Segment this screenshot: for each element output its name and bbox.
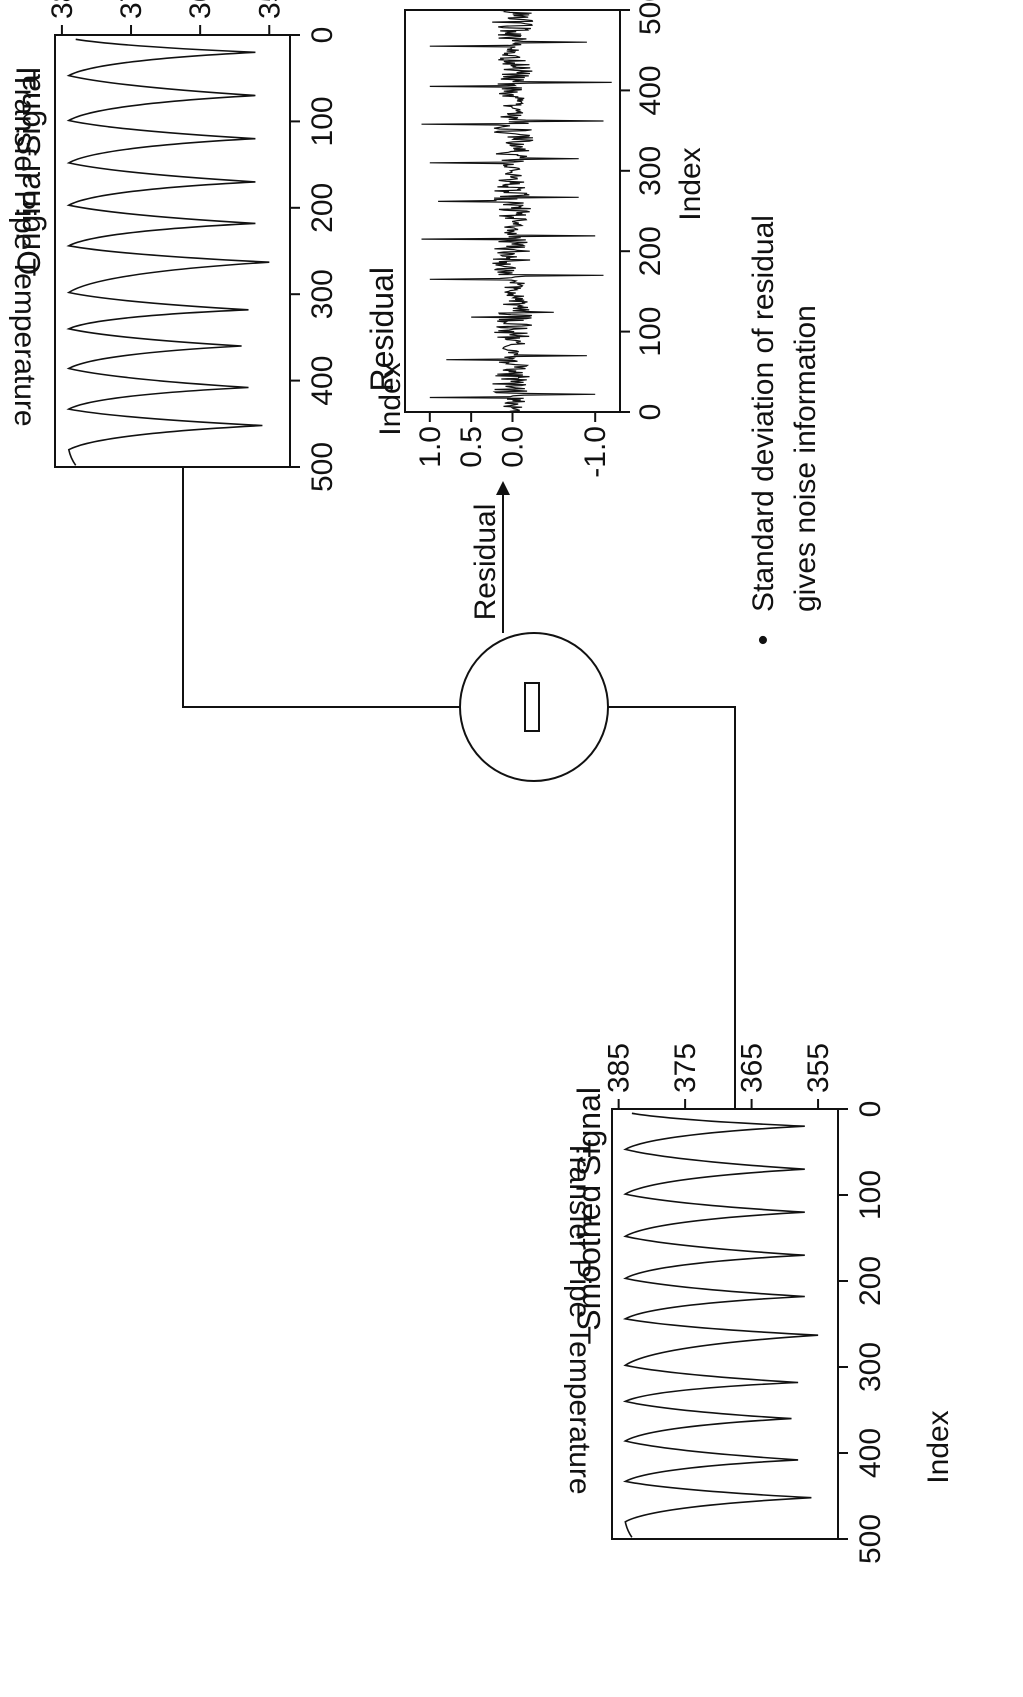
residual-y-axis: 1.00.5 0.0 -1.0 [414, 412, 612, 478]
smoothed-x-tick-label: 200 [854, 1256, 887, 1306]
residual-x-label: Index [674, 147, 707, 220]
residual-arrowhead [496, 481, 510, 495]
subtract-node [460, 633, 608, 781]
smoothed-y-tick-label: 375 [669, 1043, 702, 1093]
original-signal-line [69, 39, 269, 465]
smoothed-to-subtract-line [572, 707, 735, 1109]
residual-arrow-label: Residual [469, 504, 502, 621]
original-y-tick-label: 355 [253, 0, 286, 19]
smoothed-x-tick-label: 300 [854, 1342, 887, 1392]
residual-x-tick-label: 500 [634, 0, 667, 35]
residual-x-axis: 0 100 200 300 400 500 [620, 0, 667, 420]
smoothed-x-label: Index [922, 1410, 955, 1483]
smoothed-y-label: Transfer Pipe Temperature [563, 1139, 596, 1494]
residual-x-tick-label: 100 [634, 307, 667, 357]
residual-signal-line [422, 10, 612, 412]
original-y-label: Transfer Pipe Temperature [8, 71, 41, 426]
residual-x-tick-label: 0 [634, 404, 667, 421]
smoothed-y-tick-label: 355 [802, 1043, 835, 1093]
smoothed-y-tick-label: 385 [603, 1043, 636, 1093]
residual-y-tick-label: 1.0 [414, 426, 447, 468]
residual-panel: Residual 1.00.50.0-1.0 0100200300400500 … [364, 0, 707, 478]
note-bullet: • [747, 635, 780, 646]
original-x-tick-label: 100 [306, 96, 339, 146]
smoothed-x-tick-label: 0 [854, 1101, 887, 1118]
note-line-2: gives noise information [789, 305, 822, 612]
smoothed-x-tick-label: 500 [854, 1514, 887, 1564]
original-y-tick-label: 385 [46, 0, 79, 19]
residual-y-tick-label: -1.0 [579, 426, 612, 478]
original-x-tick-label: 200 [306, 183, 339, 233]
smoothed-y-tick-label: 365 [736, 1043, 769, 1093]
original-x-tick-label: 300 [306, 269, 339, 319]
original-x-axis: 0 100 200 300 400 500 [290, 27, 339, 492]
connectors: Residual [0, 0, 735, 1109]
residual-title: Residual [364, 267, 400, 392]
smoothed-signal-line [625, 1113, 818, 1537]
note: • Standard deviation of residual gives n… [747, 215, 822, 645]
smoothed-x-tick-label: 100 [854, 1170, 887, 1220]
smoothed-y-axis: 385 375 365 355 [603, 1043, 835, 1109]
original-y-tick-label: 365 [184, 0, 217, 19]
smoothed-signal-panel: Smoothed Signal 385375365355 01002003004… [571, 1043, 955, 1564]
original-y-axis: 385 375 365 355 [46, 0, 286, 35]
original-signal-panel: Original Signal 385375365355 01002003004… [11, 0, 407, 492]
residual-y-tick-label: 0.0 [497, 426, 530, 468]
residual-x-tick-label: 200 [634, 226, 667, 276]
original-y-tick-label: 375 [115, 0, 148, 19]
residual-y-tick-label: 0.5 [455, 426, 488, 468]
residual-x-tick-label: 300 [634, 146, 667, 196]
original-x-tick-label: 500 [306, 442, 339, 492]
original-x-tick-label: 400 [306, 356, 339, 406]
smoothed-x-tick-label: 400 [854, 1428, 887, 1478]
smoothed-x-axis: 0 100 200 300 400 500 [838, 1101, 887, 1564]
original-to-subtract-line [183, 467, 496, 707]
residual-x-tick-label: 400 [634, 65, 667, 115]
note-line-1: Standard deviation of residual [747, 215, 780, 612]
original-x-tick-label: 0 [306, 27, 339, 44]
